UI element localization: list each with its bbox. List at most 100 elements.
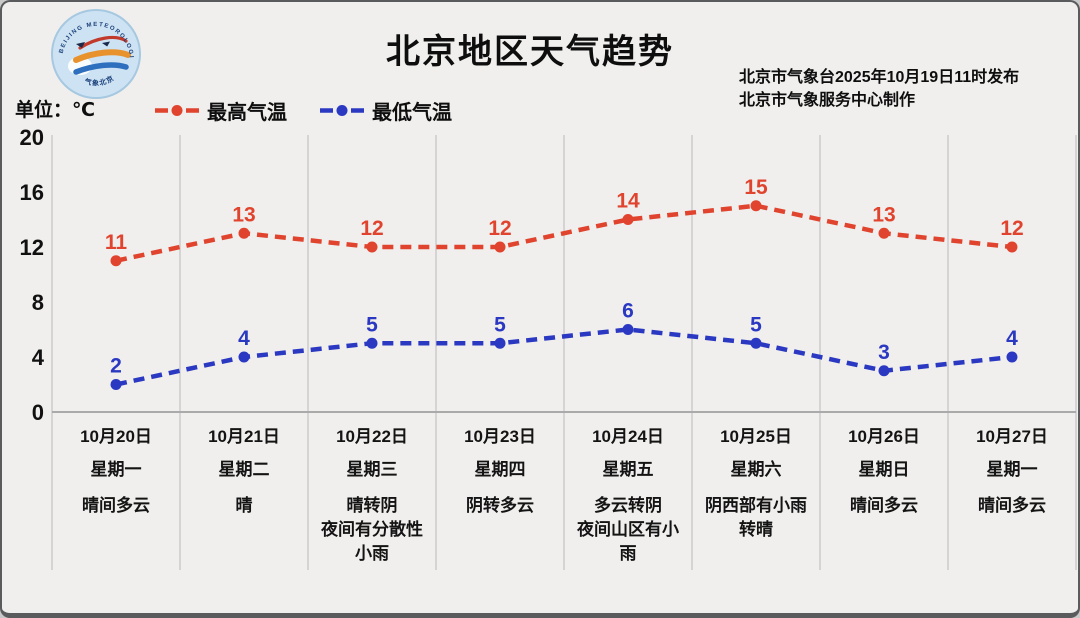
day-weather-line: 多云转阴 [594, 496, 662, 515]
data-point [878, 227, 890, 239]
data-point-label: 12 [360, 217, 383, 240]
logo-blue-swoosh [73, 62, 129, 75]
day-date: 10月25日 [720, 427, 792, 446]
day-weather: 晴 [180, 494, 308, 518]
day-weather: 晴间多云 [820, 494, 948, 518]
data-point [494, 337, 506, 349]
low-temp-line [115, 327, 1013, 387]
day-weekday: 星期一 [90, 460, 142, 479]
data-point [238, 351, 250, 363]
data-point [494, 241, 506, 253]
data-point-label: 13 [872, 203, 895, 226]
high-temp-line [115, 203, 1013, 263]
issue-line2: 北京市气象服务中心制作 [739, 92, 916, 109]
data-point-label: 6 [622, 300, 634, 323]
day-date: 10月24日 [592, 427, 664, 446]
day-weather: 晴转阴 夜间有分散性 小雨 [308, 494, 436, 566]
legend-marker-icon [155, 105, 199, 116]
legend-label: 最高气温 [207, 102, 287, 124]
day-weekday: 星期六 [730, 460, 782, 479]
data-point [750, 200, 762, 212]
data-point-label: 12 [488, 217, 511, 240]
legend-item-high-temp: 最高气温 [154, 96, 287, 125]
day-weekday: 星期四 [474, 460, 526, 479]
data-point [110, 255, 122, 267]
page-title: 北京地区天气趋势 [386, 33, 674, 71]
day-weather-line: 夜间山区有小 [577, 520, 679, 539]
day-weather: 晴间多云 [948, 494, 1076, 518]
day-weather: 阴转多云 [436, 494, 564, 518]
legend-label: 最低气温 [372, 102, 452, 124]
data-point-label: 4 [1006, 327, 1018, 350]
logo-arrow2-icon [102, 41, 110, 47]
data-point [238, 227, 250, 239]
day-date: 10月20日 [80, 427, 152, 446]
data-point-label: 15 [744, 176, 768, 199]
data-point-label: 14 [616, 190, 640, 213]
day-column: 10月26日 星期日晴间多云 [820, 427, 948, 518]
day-weather-line: 晴间多云 [850, 496, 918, 515]
data-point [110, 379, 122, 390]
day-weekday: 星期三 [346, 460, 398, 479]
data-point [750, 337, 762, 349]
data-point-label: 12 [1000, 217, 1023, 240]
data-point-label: 11 [105, 231, 128, 254]
logo-orange-swoosh [73, 49, 131, 63]
y-tick-label: 4 [32, 345, 45, 370]
day-column: 10月25日 星期六阴西部有小雨 转晴 [692, 427, 820, 542]
day-weekday: 星期五 [602, 460, 654, 479]
y-tick-label: 8 [32, 290, 44, 315]
day-column: 10月21日 星期二晴 [180, 427, 308, 518]
data-point-label: 2 [110, 355, 122, 378]
day-weather-line: 雨 [619, 544, 637, 563]
data-point [366, 241, 378, 253]
day-weather-line: 晴间多云 [82, 496, 150, 515]
day-weekday: 星期日 [858, 460, 910, 479]
day-weather-line: 阴转多云 [466, 496, 534, 515]
day-date: 10月26日 [848, 427, 920, 446]
legend-item-low-temp: 最低气温 [319, 96, 452, 125]
day-date: 10月22日 [336, 427, 408, 446]
day-weather: 阴西部有小雨 转晴 [692, 494, 820, 542]
unit-label: 单位：℃ [15, 100, 96, 121]
data-point [366, 337, 378, 349]
day-column: 10月27日 星期一晴间多云 [948, 427, 1076, 518]
day-weather-line: 阴西部有小雨 [705, 496, 807, 515]
day-weather-line: 晴间多云 [978, 496, 1046, 515]
day-column: 10月24日 星期五多云转阴夜间山区有小雨 [564, 427, 692, 566]
data-point-label: 5 [366, 313, 378, 336]
data-point [622, 214, 634, 225]
day-column: 10月20日 星期一晴间多云 [52, 427, 180, 518]
issue-info: 北京市气象台2025年10月19日11时发布 北京市气象服务中心制作 [739, 66, 1019, 112]
data-point-label: 4 [238, 327, 250, 350]
data-point [1006, 241, 1018, 253]
day-date: 10月27日 [976, 427, 1048, 446]
day-weekday: 星期二 [218, 460, 270, 479]
beijing-meteorological-service-logo: BEIJING METEOROLOGICAL SERVICE 气象北京 [50, 8, 141, 99]
data-point [622, 324, 634, 335]
chart-legend: 最高气温 最低气温 [154, 96, 452, 125]
data-point-label: 3 [878, 341, 890, 364]
data-point [1006, 351, 1018, 363]
logo-red-swoosh [78, 35, 128, 50]
y-tick-label: 16 [20, 180, 44, 205]
day-weather-line: 转晴 [739, 520, 773, 539]
day-weather-line: 晴转阴 [346, 496, 398, 515]
day-date: 10月23日 [464, 427, 536, 446]
data-point [878, 365, 890, 377]
data-point-label: 5 [494, 313, 506, 336]
y-tick-label: 12 [20, 235, 44, 260]
issue-line1: 北京市气象台2025年10月19日11时发布 [739, 69, 1020, 86]
day-weather-line: 晴 [235, 496, 253, 515]
day-date: 10月21日 [208, 427, 280, 446]
day-weather-line: 小雨 [355, 544, 389, 563]
y-tick-label: 0 [32, 400, 44, 425]
data-point-label: 5 [750, 313, 762, 336]
y-tick-label: 20 [20, 125, 44, 150]
day-column: 10月23日 星期四阴转多云 [436, 427, 564, 518]
legend-marker-icon [320, 105, 364, 116]
day-column: 10月22日 星期三晴转阴 夜间有分散性 小雨 [308, 427, 436, 566]
day-weekday: 星期一 [986, 460, 1038, 479]
